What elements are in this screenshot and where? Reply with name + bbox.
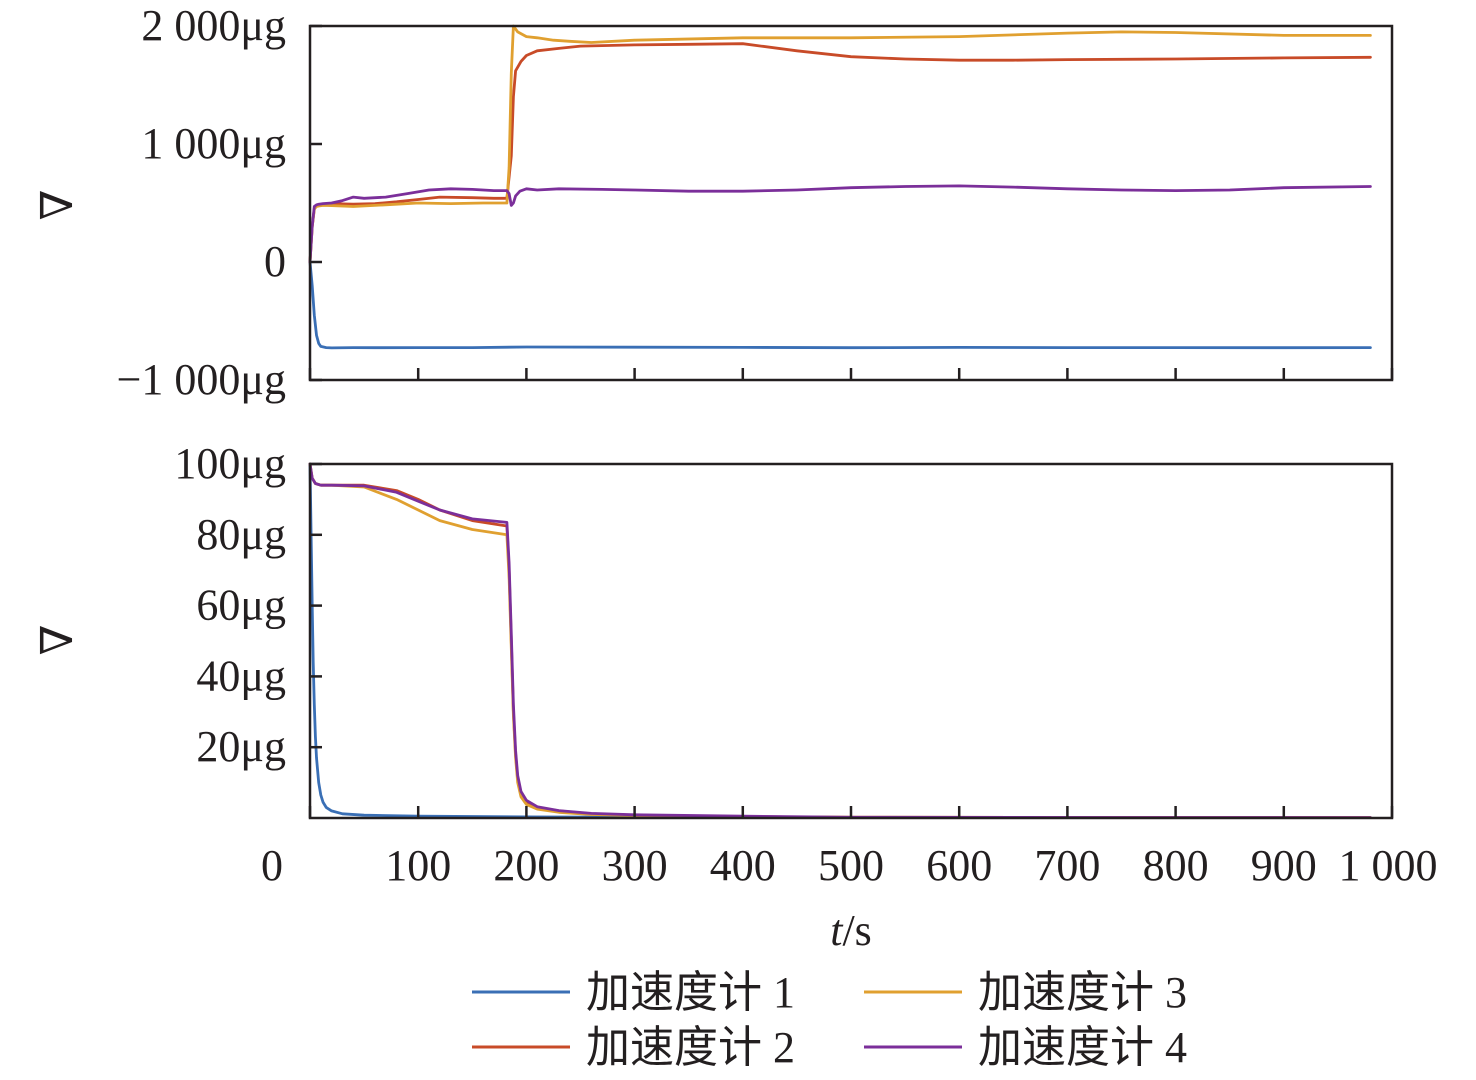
bottom-y-tick-label-4: 100μg [174,439,286,488]
bottom-panel: 20μg 40μg 60μg 80μg 100μg 0 100 200 300 400 500 600… [33,439,1438,890]
top-series-group [308,24,1372,350]
bottom-y-tick-label-1: 40μg [196,651,286,700]
top-y-tick-label-0: −1 000μg [117,355,286,404]
top-y-tick-label-1: 0 [264,237,286,286]
x-axis-label-variable: t [830,906,844,955]
x-axis-label: t/s [830,906,872,955]
bottom-y-tick-label-0: 20μg [196,722,286,771]
legend: 加速度计 1 加速度计 3 加速度计 2 加速度计 4 [472,968,1187,1072]
bottom-x-tick-label-2: 200 [493,841,559,890]
top-y-axis-label: ∇ [33,190,82,221]
bottom-x-tick-label-3: 300 [602,841,668,890]
bottom-y-tick-label-3: 80μg [196,510,286,559]
bottom-x-tick-label-10: 1 000 [1339,841,1438,890]
bottom-tick-group: 20μg 40μg 60μg 80μg 100μg 0 100 200 300 400 500 600… [174,439,1437,890]
bottom-series-line-4 [308,462,1372,819]
top-y-tick-label-2: 1 000μg [141,119,286,168]
bottom-y-tick-label-2: 60μg [196,581,286,630]
bottom-x-tick-label-1: 100 [385,841,451,890]
bottom-series-line-1 [308,462,1372,819]
bottom-x-tick-label-9: 900 [1251,841,1317,890]
top-y-tick-label-3: 2 000μg [141,1,286,50]
legend-label-1: 加速度计 1 [586,968,795,1017]
legend-label-4: 加速度计 4 [978,1023,1187,1072]
top-series-line-4 [308,184,1372,264]
x-axis-label-unit: /s [842,906,871,955]
bottom-plot-frame [308,462,1394,820]
top-panel: −1 000μg 0 1 000μg 2 000μg ∇ [33,1,1394,404]
top-tick-group: −1 000μg 0 1 000μg 2 000μg [117,1,1394,404]
top-series-line-1 [308,260,1372,350]
bottom-x-tick-label-4: 400 [710,841,776,890]
bottom-x-tick-label-6: 600 [926,841,992,890]
bottom-x-tick-label-7: 700 [1034,841,1100,890]
top-series-line-2 [308,42,1372,264]
top-series-line-3 [308,24,1372,264]
legend-label-3: 加速度计 3 [978,968,1187,1017]
bottom-y-axis-label: ∇ [33,625,82,656]
legend-label-2: 加速度计 2 [586,1023,795,1072]
bottom-series-group [308,462,1372,819]
bottom-x-tick-label-0: 0 [261,841,283,890]
bottom-x-tick-label-5: 500 [818,841,884,890]
bottom-x-tick-label-8: 800 [1143,841,1209,890]
